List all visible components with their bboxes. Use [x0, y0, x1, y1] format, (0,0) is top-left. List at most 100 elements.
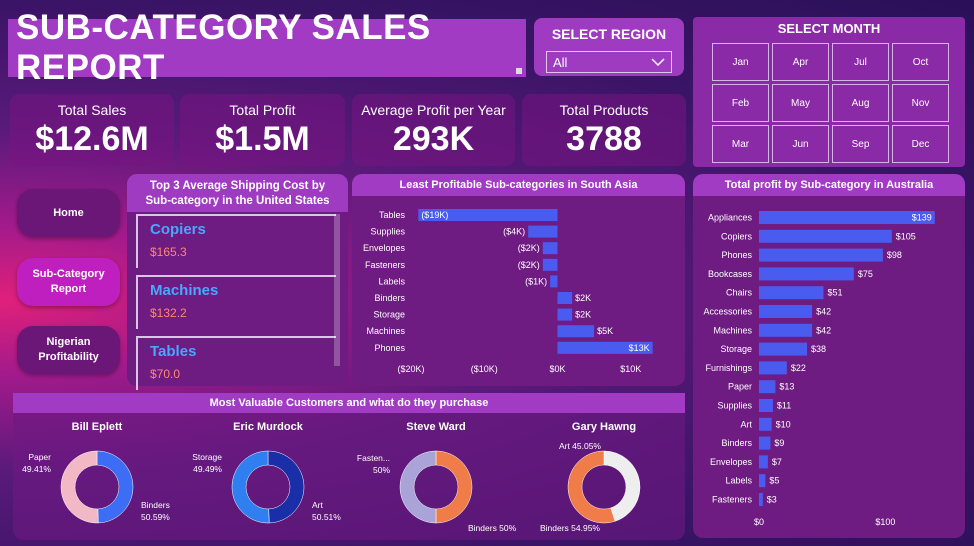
month-button[interactable]: Jul	[832, 43, 889, 81]
bar-value-label: $22	[791, 363, 806, 373]
donut-label: Storage	[192, 452, 222, 462]
kpi-value: $1.5M	[215, 120, 310, 158]
least-profitable-chart: Tables ($19K) Supplies ($4K) Envelopes ($2K) F…	[363, 209, 653, 374]
donut-label: Art	[312, 500, 324, 510]
kpi-label: Total Sales	[57, 102, 127, 118]
month-label: SELECT MONTH	[777, 21, 881, 36]
shipping-card-value: $165.3	[150, 245, 187, 259]
bar-value-label: $42	[816, 325, 831, 335]
bar-value-label: ($4K)	[503, 227, 525, 237]
month-button[interactable]: Oct	[892, 43, 949, 81]
bar	[759, 474, 766, 488]
bar-value-label: $13K	[629, 343, 650, 353]
bar-value-label: $10	[776, 419, 791, 429]
bar-value-label: $3	[767, 495, 777, 505]
bar-category-label: Tables	[379, 210, 406, 220]
bar	[759, 417, 772, 431]
bar	[759, 361, 787, 375]
kpi-value: 293K	[392, 120, 475, 158]
shipping-card: Machines $132.2	[136, 275, 336, 329]
x-tick-label: $100	[875, 517, 895, 527]
chart-title: Least Profitable Sub-categories in South…	[399, 179, 638, 191]
month-button[interactable]: Nov	[892, 84, 949, 122]
bar-value-label: $38	[811, 344, 826, 354]
bar-category-label: Supplies	[370, 227, 405, 237]
month-button[interactable]: Sep	[832, 125, 889, 163]
bar	[759, 248, 883, 262]
month-button[interactable]: Feb	[712, 84, 769, 122]
month-button[interactable]: Jan	[712, 43, 769, 81]
chevron-down-icon	[651, 58, 665, 66]
chart-header-bar	[693, 174, 965, 196]
bar-category-label: Paper	[728, 382, 752, 392]
donut-slice	[267, 450, 305, 524]
bar-category-label: Art	[740, 419, 752, 429]
australia-profit-chart: Appliances $139 Copiers $105 Phones $98 Bookca…	[703, 211, 935, 527]
region-label: SELECT REGION	[551, 26, 667, 42]
shipping-card-name: Copiers	[150, 221, 206, 238]
donut-slice	[231, 450, 270, 524]
bar-category-label: Phones	[374, 343, 405, 353]
region-dropdown[interactable]: All	[546, 51, 672, 73]
donut-slice	[567, 450, 616, 524]
bar	[759, 305, 813, 318]
x-tick-label: $0K	[549, 364, 565, 374]
bar	[528, 225, 558, 238]
bar	[759, 342, 808, 356]
bar	[557, 325, 595, 338]
month-button[interactable]: Dec	[892, 125, 949, 163]
bar-category-label: Machines	[366, 326, 405, 336]
bar-category-label: Machines	[713, 325, 752, 335]
shipping-card-name: Machines	[150, 282, 219, 299]
month-button[interactable]: Mar	[712, 125, 769, 163]
bar-value-label: $105	[896, 231, 916, 241]
bar	[759, 267, 854, 281]
bar	[759, 493, 763, 506]
bar-value-label: $2K	[575, 310, 591, 320]
donut-title: Bill Eplett	[72, 421, 123, 433]
bar-value-label: $5K	[597, 326, 613, 336]
donut-label: Paper	[28, 452, 51, 462]
shipping-card: Copiers $165.3	[136, 214, 336, 268]
month-button[interactable]: Aug	[832, 84, 889, 122]
bar	[759, 229, 892, 243]
donut-label: 50.51%	[312, 512, 341, 522]
bar-value-label: $5	[769, 476, 779, 486]
bar	[759, 323, 813, 337]
donut-label: Binders 54.95%	[540, 523, 600, 533]
donut-title: Eric Murdock	[233, 421, 304, 433]
bar-category-label: Labels	[725, 476, 752, 486]
month-button[interactable]: Jun	[772, 125, 829, 163]
month-slicer: SELECT MONTH Jan Apr Jul Oct Feb May Aug…	[693, 17, 965, 167]
donut-label: 50%	[373, 465, 390, 475]
nav-subcategory-button[interactable]: Sub-Category Report	[17, 258, 120, 306]
kpi-total-sales: Total Sales $12.6M	[10, 94, 174, 166]
shipping-cost-panel: Top 3 Average Shipping Cost by Sub-catego…	[127, 174, 348, 390]
nav-nigerian-button[interactable]: Nigerian Profitability	[17, 326, 120, 374]
shipping-title: Top 3 Average Shipping Cost by Sub-catego…	[127, 174, 348, 212]
bar-value-label: ($2K)	[518, 260, 540, 270]
chart-title: Total profit by Sub-category in Australi…	[724, 179, 934, 191]
kpi-label: Total Profit	[229, 102, 296, 118]
donut-title: Gary Hawng	[572, 421, 636, 433]
month-button[interactable]: May	[772, 84, 829, 122]
region-value: All	[553, 54, 568, 70]
nav-home-button[interactable]: Home	[17, 189, 120, 237]
month-button[interactable]: Apr	[772, 43, 829, 81]
resize-handle[interactable]	[516, 68, 522, 74]
month-grid: Jan Apr Jul Oct Feb May Aug Nov Mar Jun …	[712, 43, 949, 163]
bar-value-label: $7	[772, 457, 782, 467]
bar-category-label: Binders	[721, 438, 752, 448]
customers-panel: Bill Eplett Paper 49.41% Binders 50.59% Eric …	[13, 413, 685, 540]
bar	[759, 380, 776, 394]
bar-value-label: $98	[887, 250, 902, 260]
bar-value-label: $139	[912, 213, 932, 223]
shipping-scrollbar[interactable]	[334, 214, 340, 366]
bar-category-label: Storage	[720, 344, 752, 354]
bar	[759, 286, 824, 300]
x-tick-label: $0	[754, 517, 764, 527]
shipping-card-value: $132.2	[150, 306, 187, 320]
bar-value-label: ($19K)	[421, 210, 448, 220]
bar-category-label: Envelopes	[710, 457, 753, 467]
bar-category-label: Appliances	[708, 213, 753, 223]
